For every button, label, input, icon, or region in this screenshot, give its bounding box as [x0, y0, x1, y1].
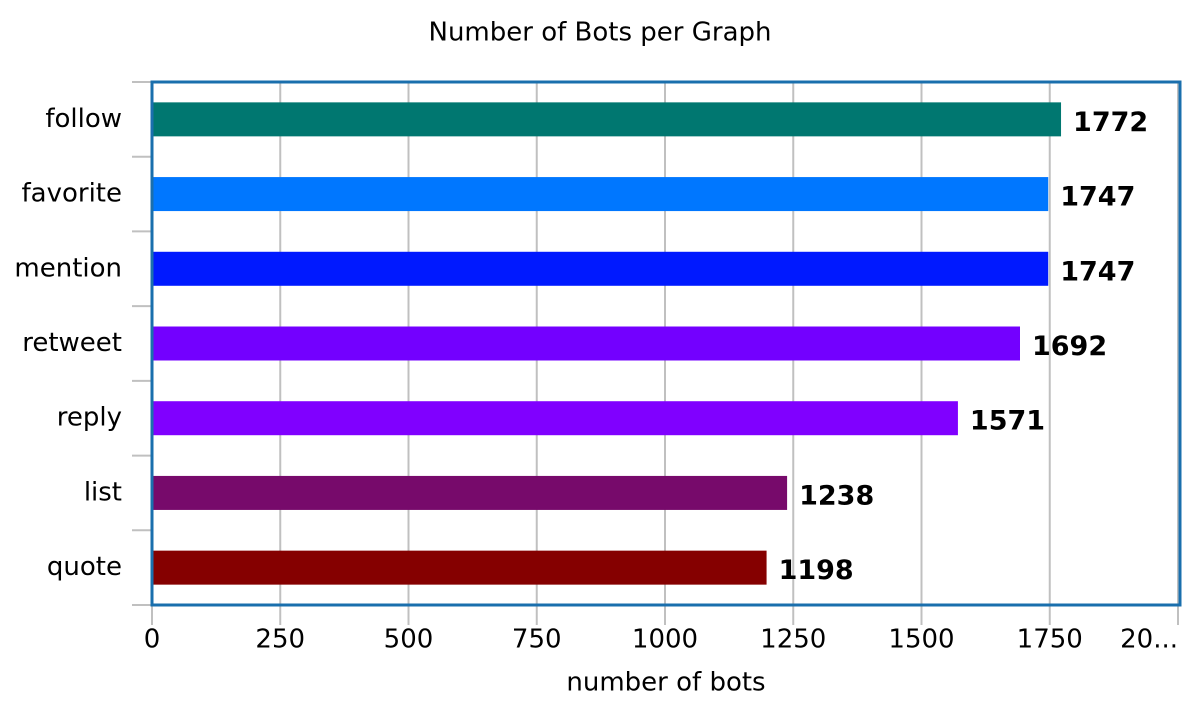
bar: [152, 177, 1049, 212]
x-tick-label: 1000: [632, 625, 698, 655]
y-tick-label: follow: [45, 104, 122, 134]
y-tick-label: retweet: [22, 328, 122, 358]
value-label: 1747: [1060, 256, 1135, 287]
x-tick-label: 750: [512, 625, 562, 655]
y-tick-label: quote: [47, 552, 122, 582]
value-label: 1571: [970, 406, 1045, 437]
x-tick-label: 500: [384, 625, 434, 655]
y-tick-label: mention: [14, 253, 122, 283]
y-tick-label: favorite: [22, 179, 122, 209]
bar: [152, 475, 788, 510]
value-label: 1198: [779, 555, 854, 586]
y-tick-label: list: [84, 477, 122, 507]
bar: [152, 251, 1049, 286]
value-label: 1692: [1032, 331, 1107, 362]
x-tick-label: 0: [144, 625, 161, 655]
value-label: 1772: [1073, 107, 1148, 138]
plot-frame: [150, 80, 1182, 607]
bar: [152, 326, 1020, 361]
bar: [152, 401, 958, 436]
x-axis-label: number of bots: [566, 668, 765, 698]
y-tick-label: reply: [57, 403, 122, 433]
value-label: 1238: [799, 480, 874, 511]
x-tick-label: 20...: [1120, 625, 1178, 655]
x-tick-label: 1250: [760, 625, 826, 655]
x-tick-label: 250: [255, 625, 305, 655]
chart-title: Number of Bots per Graph: [429, 18, 772, 48]
bar: [152, 550, 767, 585]
x-tick-label: 1750: [1017, 625, 1083, 655]
bar: [152, 102, 1062, 137]
value-label: 1747: [1060, 182, 1135, 213]
x-tick-label: 1500: [888, 625, 954, 655]
